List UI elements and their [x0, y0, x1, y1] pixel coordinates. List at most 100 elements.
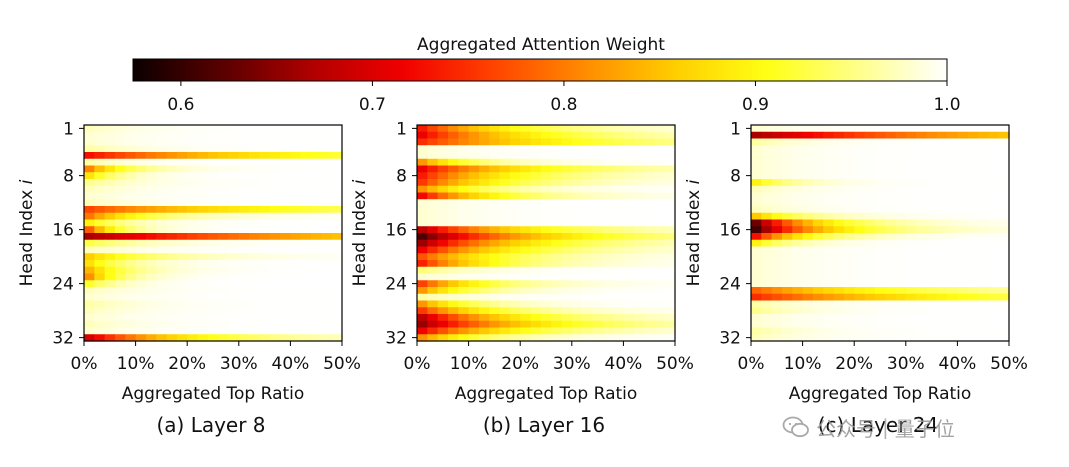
heatmap-cell: [947, 266, 958, 275]
heatmap-cell: [802, 131, 814, 140]
heatmap-cell: [156, 307, 168, 315]
heatmap-cell: [218, 307, 230, 315]
heatmap-cell: [905, 266, 917, 275]
heatmap-cell: [489, 138, 501, 146]
heatmap-cell: [967, 179, 979, 187]
heatmap-cell: [321, 165, 333, 173]
heatmap-cell: [843, 327, 855, 335]
heatmap-cell: [311, 158, 322, 167]
heatmap-cell: [530, 179, 542, 187]
heatmap-cell: [988, 192, 1000, 200]
heatmap-cell: [792, 165, 804, 173]
heatmap-cell: [613, 280, 624, 288]
heatmap-cell: [187, 172, 199, 180]
heatmap-cell: [644, 125, 655, 133]
heatmap-cell: [561, 314, 573, 322]
heatmap-cell: [854, 185, 866, 194]
heatmap-cell: [468, 320, 480, 329]
heatmap-cells: [751, 125, 1010, 342]
heatmap-cell: [812, 165, 824, 173]
heatmap-cell: [823, 293, 835, 302]
heatmap-cell: [238, 219, 250, 227]
heatmap-cell: [864, 273, 876, 281]
heatmap-cell: [613, 293, 624, 302]
heatmap-cell: [571, 266, 583, 275]
heatmap-cell: [125, 206, 137, 214]
heatmap-cell: [885, 125, 897, 133]
heatmap-cell: [540, 327, 552, 335]
heatmap-cell: [300, 179, 312, 187]
heatmap-cell: [592, 179, 604, 187]
heatmap-cell: [751, 219, 762, 227]
heatmap-cell: [331, 212, 343, 221]
heatmap-cell: [967, 145, 979, 153]
panel-caption: (b) Layer 16: [483, 413, 605, 437]
heatmap-cell: [967, 158, 979, 167]
heatmap-cell: [874, 138, 886, 146]
heatmap-cell: [571, 293, 583, 302]
heatmap-cell: [592, 212, 604, 221]
heatmap-cell: [761, 260, 773, 268]
heatmap-cell: [957, 226, 969, 234]
heatmap-cell: [947, 300, 958, 308]
heatmap-cell: [447, 145, 459, 153]
heatmap-cell: [125, 192, 137, 200]
heatmap-cell: [280, 293, 291, 302]
heatmap-cell: [854, 320, 866, 329]
heatmap-cell: [751, 172, 762, 180]
heatmap-cell: [145, 233, 157, 241]
heatmap-cell: [468, 293, 480, 302]
heatmap-cell: [957, 293, 969, 302]
heatmap-cell: [447, 219, 459, 227]
heatmap-cell: [998, 300, 1010, 308]
heatmap-cell: [654, 199, 666, 207]
heatmap-cell: [895, 233, 907, 241]
heatmap-cell: [947, 138, 958, 146]
heatmap-cell: [280, 158, 291, 167]
heatmap-cell: [978, 239, 989, 248]
heatmap-cell: [489, 253, 501, 261]
heatmap-cell: [135, 327, 147, 335]
heatmap-cell: [571, 334, 583, 342]
heatmap-cell: [926, 287, 938, 295]
heatmap-cell: [540, 293, 552, 302]
heatmap-cell: [125, 179, 137, 187]
heatmap-cell: [520, 131, 532, 140]
heatmap-cell: [823, 206, 835, 214]
heatmap-cell: [218, 125, 230, 133]
colorbar-tick-label: 0.6: [167, 95, 194, 115]
heatmap-cell: [187, 226, 199, 234]
heatmap-cell: [509, 273, 521, 281]
heatmap-cell: [259, 152, 271, 160]
heatmap-cell: [978, 273, 989, 281]
heatmap-cell: [311, 172, 322, 180]
heatmap-cell: [582, 273, 594, 281]
heatmap-cell: [84, 179, 95, 187]
heatmap-cell: [664, 307, 676, 315]
heatmap-cell: [478, 246, 490, 254]
heatmap-cell: [269, 152, 281, 160]
heatmap-cell: [916, 219, 928, 227]
heatmap-cell: [781, 179, 793, 187]
heatmap-cell: [633, 233, 645, 241]
heatmap-cell: [551, 266, 563, 275]
heatmap-cell: [561, 219, 573, 227]
heatmap-cell: [468, 125, 480, 133]
heatmap-cell: [145, 125, 157, 133]
heatmap-cell: [321, 273, 333, 281]
heatmap-cell: [602, 300, 614, 308]
heatmap-cell: [468, 334, 480, 342]
heatmap-cell: [114, 172, 126, 180]
heatmap-cell: [417, 212, 428, 221]
heatmap-cell: [437, 239, 449, 248]
heatmap-cell: [427, 287, 439, 295]
heatmap-cell: [988, 145, 1000, 153]
heatmap-cell: [207, 300, 219, 308]
heatmap-cell: [967, 206, 979, 214]
heatmap-cell: [520, 165, 532, 173]
heatmap-cell: [197, 307, 209, 315]
heatmap-cell: [854, 131, 866, 140]
heatmap-cell: [936, 212, 948, 221]
heatmap-cell: [936, 260, 948, 268]
heatmap-cell: [290, 192, 302, 200]
